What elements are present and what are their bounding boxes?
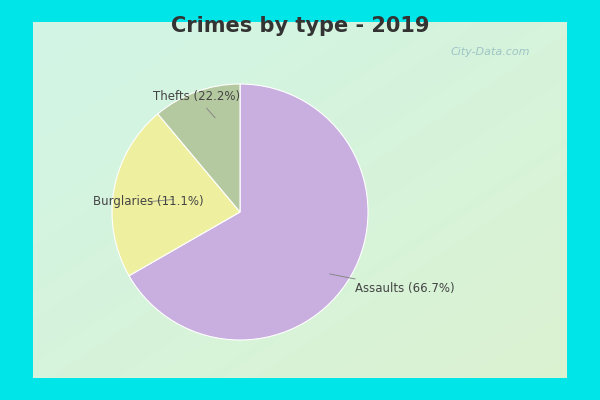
Text: City-Data.com: City-Data.com: [450, 47, 530, 57]
Text: Crimes by type - 2019: Crimes by type - 2019: [171, 16, 429, 36]
Text: Burglaries (11.1%): Burglaries (11.1%): [93, 195, 203, 208]
Text: Assaults (66.7%): Assaults (66.7%): [330, 274, 455, 295]
Text: Thefts (22.2%): Thefts (22.2%): [153, 90, 240, 118]
Wedge shape: [112, 114, 240, 276]
Wedge shape: [158, 84, 240, 212]
Wedge shape: [129, 84, 368, 340]
